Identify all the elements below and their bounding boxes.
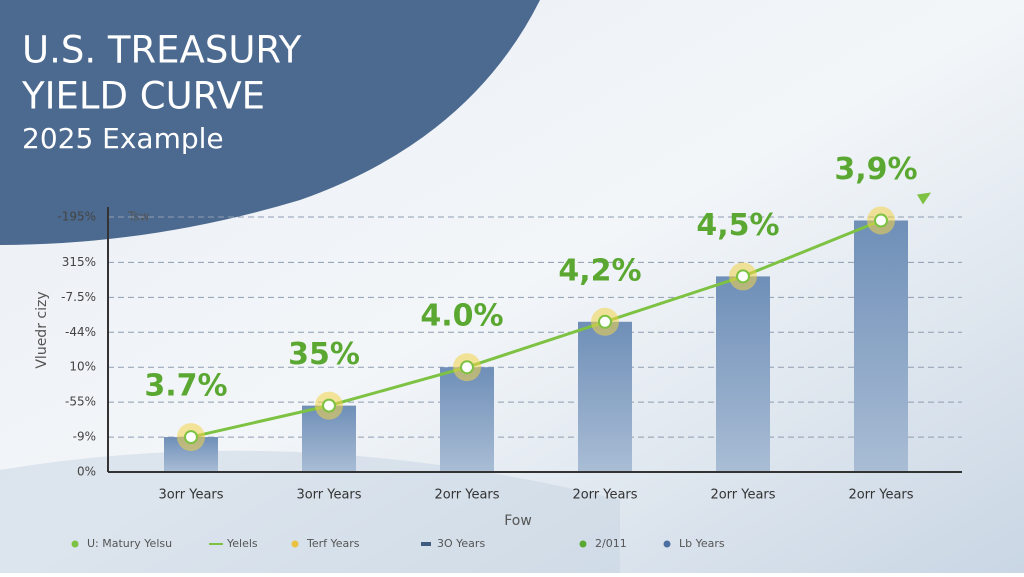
header-shape: [0, 0, 540, 245]
legend-swatch: [71, 540, 79, 548]
legend-swatch: [579, 540, 587, 548]
legend-label: U: Matury Yelsu: [87, 537, 172, 550]
arrow-head: [917, 192, 931, 205]
marker: [460, 360, 474, 375]
y-tick-label: -9%: [73, 430, 96, 444]
title-line: U.S. TREASURY: [22, 29, 302, 72]
x-axis-label: Fow: [504, 513, 532, 529]
legend-label: Lb Years: [679, 537, 725, 550]
annotation: 3.7%: [144, 369, 227, 404]
x-tick-label: 2orr Years: [848, 488, 913, 503]
y-tick-label: -7.5%: [61, 290, 96, 304]
x-tick-label: 2orr Years: [710, 488, 775, 503]
y-tick-label: 315%: [62, 255, 96, 269]
legend-label: 2/011: [595, 537, 627, 550]
y-axis-label: Vluedr cizy: [34, 291, 50, 368]
x-tick-label: 2orr Years: [434, 488, 499, 503]
y-tick-label: -44%: [65, 325, 96, 339]
legend-swatch: [421, 542, 431, 546]
legend-swatch: [291, 540, 299, 548]
legend-label: Yelels: [226, 537, 258, 550]
marker: [598, 314, 612, 329]
marker: [184, 430, 198, 445]
y-tick-label: -195%: [57, 210, 96, 224]
annotation: 35%: [288, 337, 360, 372]
decor: [0, 450, 620, 573]
x-tick-label: 3orr Years: [296, 488, 361, 503]
annotation: 4.0%: [420, 299, 503, 334]
subtitle: 2025 Example: [22, 122, 224, 155]
y-tick-label: 10%: [69, 360, 96, 374]
legend-label: 3O Years: [437, 537, 485, 550]
y-tick-label: -55%: [65, 395, 96, 409]
bar: [854, 220, 908, 472]
marker: [736, 269, 750, 284]
marker: [322, 398, 336, 413]
y-tick-label: 0%: [77, 465, 96, 479]
bar: [440, 367, 494, 472]
annotation: 4,5%: [696, 208, 779, 243]
title-line: YIELD CURVE: [21, 75, 265, 118]
annotation: 4,2%: [558, 253, 641, 288]
marker: [874, 213, 888, 228]
annotation: 3,9%: [834, 152, 917, 187]
legend-swatch: [663, 540, 671, 548]
legend-label: Terf Years: [306, 537, 360, 550]
yield-line: [190, 219, 882, 439]
bar: [716, 276, 770, 472]
x-tick-label: 3orr Years: [158, 488, 223, 503]
x-tick-label: 2orr Years: [572, 488, 637, 503]
bar: [578, 321, 632, 472]
